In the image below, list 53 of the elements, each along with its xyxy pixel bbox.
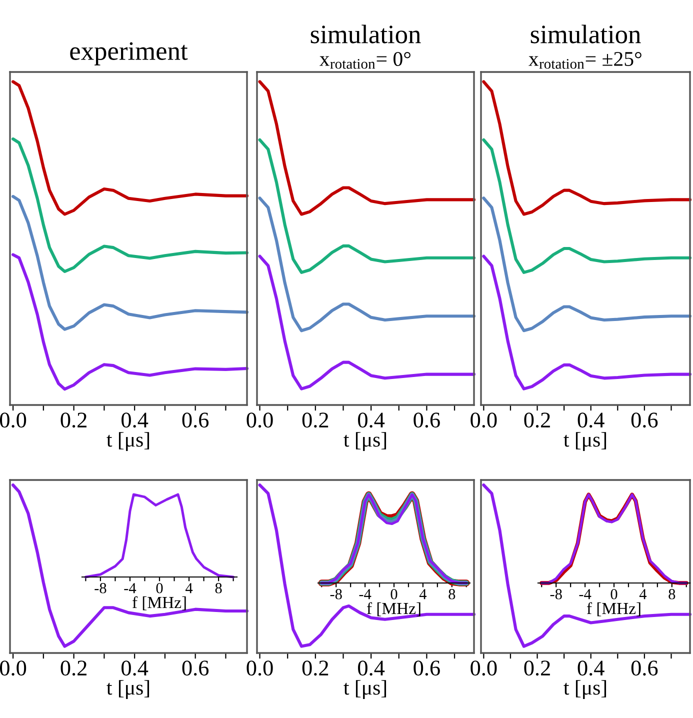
- x-tick-label: 0.0: [246, 412, 273, 428]
- x-tick-label: 0.6: [414, 660, 440, 676]
- x-tick-label: 0: [390, 588, 398, 600]
- x-axis-title: t [μs]: [564, 680, 606, 700]
- x-tick-label: 0.2: [524, 412, 550, 428]
- x-axis-title: f [MHz]: [586, 602, 640, 616]
- x-tick-label: 0.2: [524, 660, 550, 676]
- x-axis-title: t [μs]: [106, 432, 150, 452]
- x-tick-label: 4: [186, 583, 193, 594]
- x-tick-label: 0.6: [631, 660, 658, 676]
- x-tick-label: 0.0: [0, 412, 26, 428]
- x-tick-label: 0.2: [60, 412, 86, 428]
- x-tick-label: 4: [639, 589, 647, 600]
- x-tick-label: 0.2: [60, 660, 86, 676]
- chart-title: simulation: [310, 24, 421, 44]
- x-axis-title: t [μs]: [106, 680, 150, 700]
- x-axis-title: t [μs]: [564, 432, 606, 452]
- x-tick-label: 8: [668, 588, 676, 600]
- x-tick-label: 8: [448, 588, 456, 600]
- x-tick-label: -4: [579, 589, 592, 600]
- x-tick-label: 0.2: [302, 660, 328, 676]
- x-tick-label: 0.6: [182, 660, 209, 676]
- x-tick-label: 0: [156, 582, 163, 594]
- x-tick-label: 8: [215, 582, 222, 594]
- x-tick-label: 0.2: [302, 412, 328, 428]
- x-tick-label: 0.0: [246, 660, 273, 676]
- x-tick-label: 0.4: [578, 412, 604, 428]
- x-axis-title: f [MHz]: [366, 602, 420, 616]
- x-tick-label: 0: [610, 588, 618, 600]
- chart-title: experiment: [70, 42, 188, 66]
- chart-subtitle: x$_{rotation}$= ±25°: [528, 52, 642, 69]
- x-tick-label: 0.6: [631, 412, 658, 428]
- x-tick-label: -8: [94, 582, 106, 594]
- x-tick-label: 0.4: [122, 412, 148, 428]
- x-axis-title: t [μs]: [344, 432, 386, 452]
- x-tick-label: 0.4: [358, 412, 385, 428]
- x-tick-label: 0.0: [0, 660, 26, 676]
- x-axis-title: t [μs]: [344, 680, 386, 700]
- x-tick-label: -4: [124, 583, 136, 594]
- x-tick-label: -8: [330, 588, 342, 600]
- x-tick-label: 0.4: [578, 660, 604, 676]
- chart-subtitle: x$_{rotation}$= 0°: [320, 52, 410, 69]
- chart-title: simulation: [530, 24, 641, 44]
- x-axis-title: f [MHz]: [132, 596, 186, 610]
- x-tick-label: 0.6: [414, 412, 440, 428]
- x-tick-label: -8: [550, 588, 562, 600]
- x-tick-label: 4: [419, 589, 427, 600]
- x-tick-label: 0.4: [358, 660, 385, 676]
- x-tick-label: 0.0: [470, 660, 497, 676]
- x-tick-label: 0.6: [182, 412, 209, 428]
- x-tick-label: 0.4: [122, 660, 148, 676]
- x-tick-label: 0.0: [470, 412, 497, 428]
- x-tick-label: -4: [359, 589, 372, 600]
